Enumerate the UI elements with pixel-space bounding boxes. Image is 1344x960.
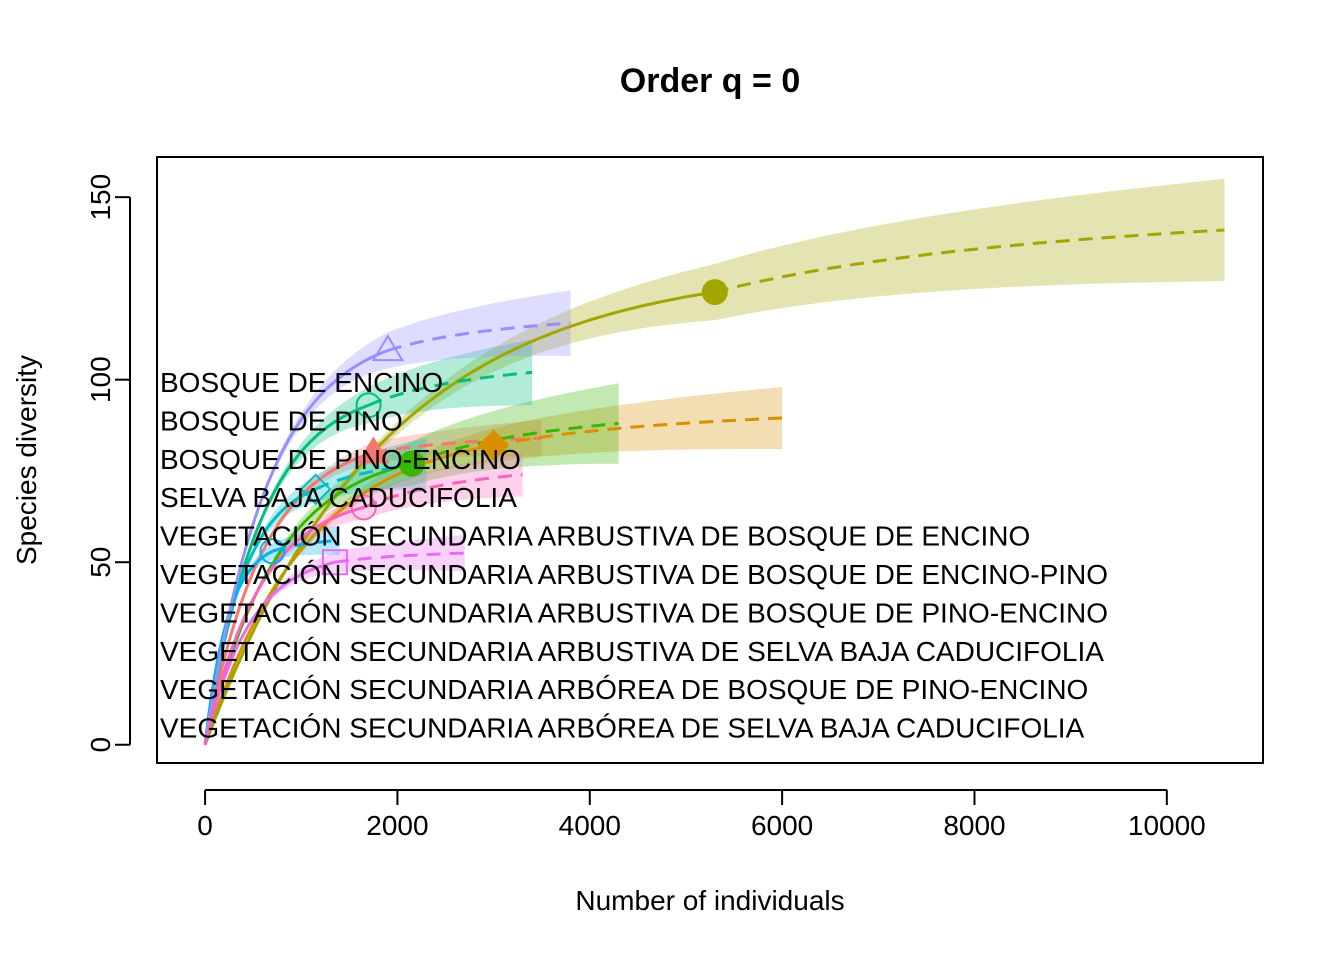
plot-frame [156,156,1264,764]
legend-entry: BOSQUE DE PINO [160,405,403,436]
interpolated-curve-2 [203,443,494,746]
legend-entry: BOSQUE DE ENCINO [160,367,443,398]
ci-ribbon-8 [205,290,571,745]
y-tick-label: 50 [85,547,116,578]
observed-marker-2 [477,429,510,462]
y-tick-label: 150 [85,174,116,221]
legend-entry: BOSQUE DE PINO-ENCINO [160,444,521,475]
ci-ribbon-1 [205,419,542,745]
extrapolated-curve-1 [373,436,542,455]
y-tick-label: 100 [85,356,116,403]
extrapolated-curve-2 [493,416,783,447]
extrapolated-curve-3 [714,228,1225,294]
extrapolated-curve-5 [368,370,533,407]
legend-entry: VEGETACIÓN SECUNDARIA ARBUSTIVA DE BOSQU… [160,521,1030,552]
x-tick-label: 6000 [751,810,813,841]
x-tick-label: 2000 [366,810,428,841]
observed-markers [259,279,728,576]
x-axis: 0 2000 4000 6000 8000 10000 [197,789,1206,841]
observed-marker-1 [357,436,390,464]
x-tick-label: 4000 [559,810,621,841]
legend-entry: VEGETACIÓN SECUNDARIA ARBUSTIVA DE BOSQU… [160,597,1108,628]
observed-marker-7 [259,538,286,565]
observed-marker-4 [398,450,425,477]
extrapolated-curve-4 [411,422,619,466]
ci-ribbon-7 [205,525,340,745]
x-axis-label: Number of individuals [575,885,844,916]
legend-entry: VEGETACIÓN SECUNDARIA ARBUSTIVA DE SELVA… [160,636,1104,667]
y-axis-label: Species diversity [11,355,42,565]
rarefaction-curves [203,228,1225,746]
observed-marker-10 [350,494,377,521]
observed-marker-9 [321,549,348,576]
observed-marker-3 [701,279,728,306]
extrapolated-curve-10 [363,473,523,509]
x-tick-label: 8000 [943,810,1005,841]
interpolated-curve-1 [203,451,374,745]
interpolated-curve-3 [203,290,716,746]
legend-entry: VEGETACIÓN SECUNDARIA ARBUSTIVA DE BOSQU… [160,559,1108,590]
legend-entry: VEGETACIÓN SECUNDARIA ARBÓREA DE SELVA B… [160,713,1085,744]
observed-marker-8 [371,334,404,362]
ci-ribbon-9 [205,534,465,745]
legend: BOSQUE DE ENCINO BOSQUE DE PINO BOSQUE DE … [160,367,1108,744]
interpolated-curve-9 [203,560,336,746]
ci-ribbon-5 [205,339,533,745]
x-tick-label: 0 [197,810,213,841]
observed-marker-5 [355,392,382,419]
interpolated-curve-7 [203,549,274,745]
legend-entry: SELVA BAJA CADUCIFOLIA [160,482,517,513]
x-tick-label: 10000 [1128,810,1206,841]
observed-marker-6 [299,473,332,506]
interpolated-curve-8 [203,349,389,745]
ci-ribbon-10 [205,452,523,745]
chart-title: Order q = 0 [620,62,800,100]
legend-entry: VEGETACIÓN SECUNDARIA ARBÓREA DE BOSQUE … [160,674,1088,705]
y-tick-label: 0 [85,737,116,753]
extrapolated-curve-8 [387,321,571,352]
y-axis: 0 50 100 150 [85,174,131,753]
